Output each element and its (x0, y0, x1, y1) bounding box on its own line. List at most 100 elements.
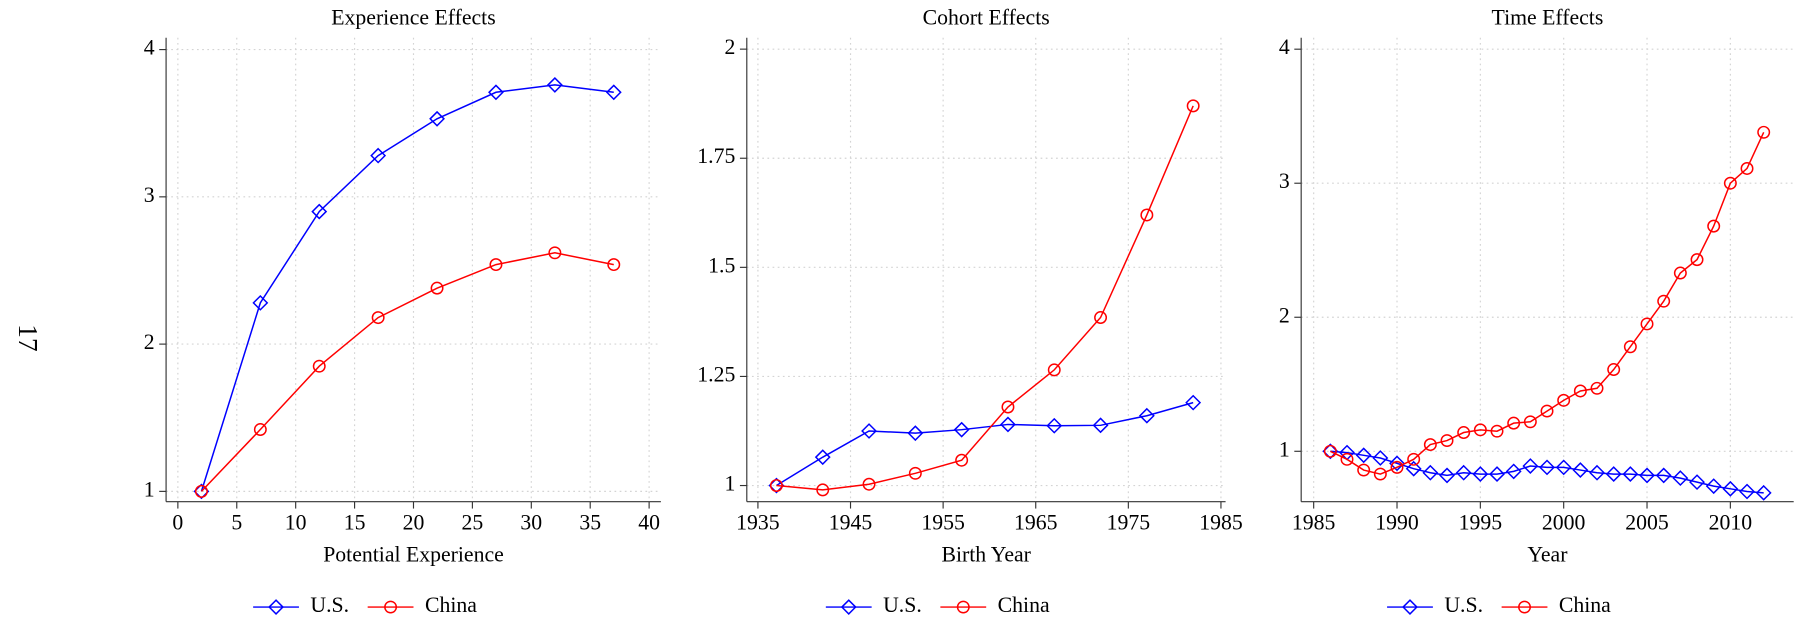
marker (1555, 459, 1572, 476)
x-tick-label: 1985 (1199, 511, 1243, 535)
marker (956, 600, 970, 614)
marker (1707, 219, 1721, 233)
marker (607, 258, 621, 272)
marker (312, 359, 326, 373)
marker (1639, 467, 1655, 484)
marker (1422, 464, 1439, 481)
marker (1440, 434, 1454, 448)
marker (861, 423, 877, 439)
y-tick-label: 2 (1279, 303, 1290, 327)
marker (1607, 363, 1621, 377)
marker (489, 258, 503, 272)
y-tick-label: 1 (1279, 437, 1290, 461)
marker (488, 84, 504, 101)
marker (253, 423, 267, 436)
marker (1046, 417, 1063, 434)
marker (1140, 208, 1154, 222)
x-axis-label: Year (1527, 543, 1568, 567)
marker (1657, 294, 1671, 308)
y-tick-label: 2 (144, 330, 155, 354)
marker (1489, 466, 1505, 482)
y-tick-label: 2 (724, 35, 735, 59)
marker (1757, 125, 1771, 139)
page-number: 17 (13, 324, 43, 351)
marker (1389, 455, 1405, 472)
x-tick-label: 1935 (736, 511, 780, 535)
marker (548, 246, 562, 260)
marker (1622, 466, 1639, 482)
marker (371, 311, 385, 325)
marker (814, 449, 831, 466)
chart-title: Time Effects (1492, 5, 1604, 29)
marker (840, 599, 857, 615)
x-tick-label: 35 (579, 511, 601, 535)
marker (1539, 459, 1555, 476)
marker (1689, 474, 1705, 491)
x-axis-label: Potential Experience (323, 543, 504, 567)
x-tick-label: 2010 (1709, 511, 1753, 535)
x-tick-label: 1990 (1375, 511, 1419, 535)
marker (1457, 426, 1471, 439)
marker (1472, 466, 1489, 482)
marker (1439, 467, 1455, 484)
legend-label: U.S. (310, 593, 349, 617)
marker (907, 425, 924, 442)
x-tick-label: 20 (403, 511, 425, 535)
x-tick-label: 10 (285, 511, 307, 535)
y-tick-label: 3 (1279, 169, 1290, 193)
marker (1523, 415, 1537, 429)
marker (1340, 452, 1354, 466)
y-tick-label: 3 (144, 183, 155, 207)
marker (1323, 444, 1337, 458)
marker (1589, 464, 1605, 481)
marker (769, 479, 783, 493)
marker (1490, 424, 1504, 438)
series-line (200, 84, 614, 492)
y-tick-label: 1.5 (708, 253, 735, 277)
marker (1357, 463, 1371, 477)
marker (1138, 407, 1155, 424)
marker (1755, 484, 1772, 501)
marker (384, 600, 398, 614)
x-tick-label: 2005 (1625, 511, 1669, 535)
marker (1573, 384, 1587, 398)
x-tick-label: 1945 (829, 511, 873, 535)
legend-label: China (425, 593, 477, 617)
marker (1590, 381, 1604, 395)
x-axis-label: Birth Year (941, 543, 1031, 567)
marker (1690, 253, 1704, 267)
marker (311, 203, 328, 220)
y-tick-label: 1.25 (697, 362, 735, 386)
marker (194, 484, 208, 498)
marker (1423, 438, 1437, 452)
series-line (776, 105, 1194, 491)
marker (1455, 464, 1472, 481)
marker (1001, 400, 1015, 414)
marker (953, 421, 970, 438)
x-tick-label: 15 (344, 511, 366, 535)
x-tick-label: 2000 (1542, 511, 1586, 535)
marker (1673, 266, 1687, 280)
marker (1405, 460, 1422, 477)
marker (268, 599, 284, 615)
marker (1605, 466, 1622, 482)
legend-label: U.S. (883, 593, 922, 617)
chart-title: Cohort Effects (923, 5, 1050, 29)
marker (1623, 340, 1637, 354)
legend-label: U.S. (1444, 593, 1483, 617)
marker (1092, 417, 1109, 434)
marker (862, 477, 876, 491)
marker (1522, 458, 1539, 474)
x-tick-label: 5 (231, 511, 242, 535)
marker (1355, 447, 1372, 464)
x-tick-label: 1975 (1107, 511, 1151, 535)
marker (430, 281, 444, 295)
panel: 1 1.25 1.5 1.75 2 1935 1945 1955 1965 1975 1985 Coh… (697, 5, 1243, 617)
series-line (200, 252, 614, 492)
marker (1186, 99, 1200, 113)
marker (370, 147, 387, 164)
series-line (776, 401, 1194, 487)
marker (1705, 478, 1722, 495)
marker (1407, 452, 1421, 466)
